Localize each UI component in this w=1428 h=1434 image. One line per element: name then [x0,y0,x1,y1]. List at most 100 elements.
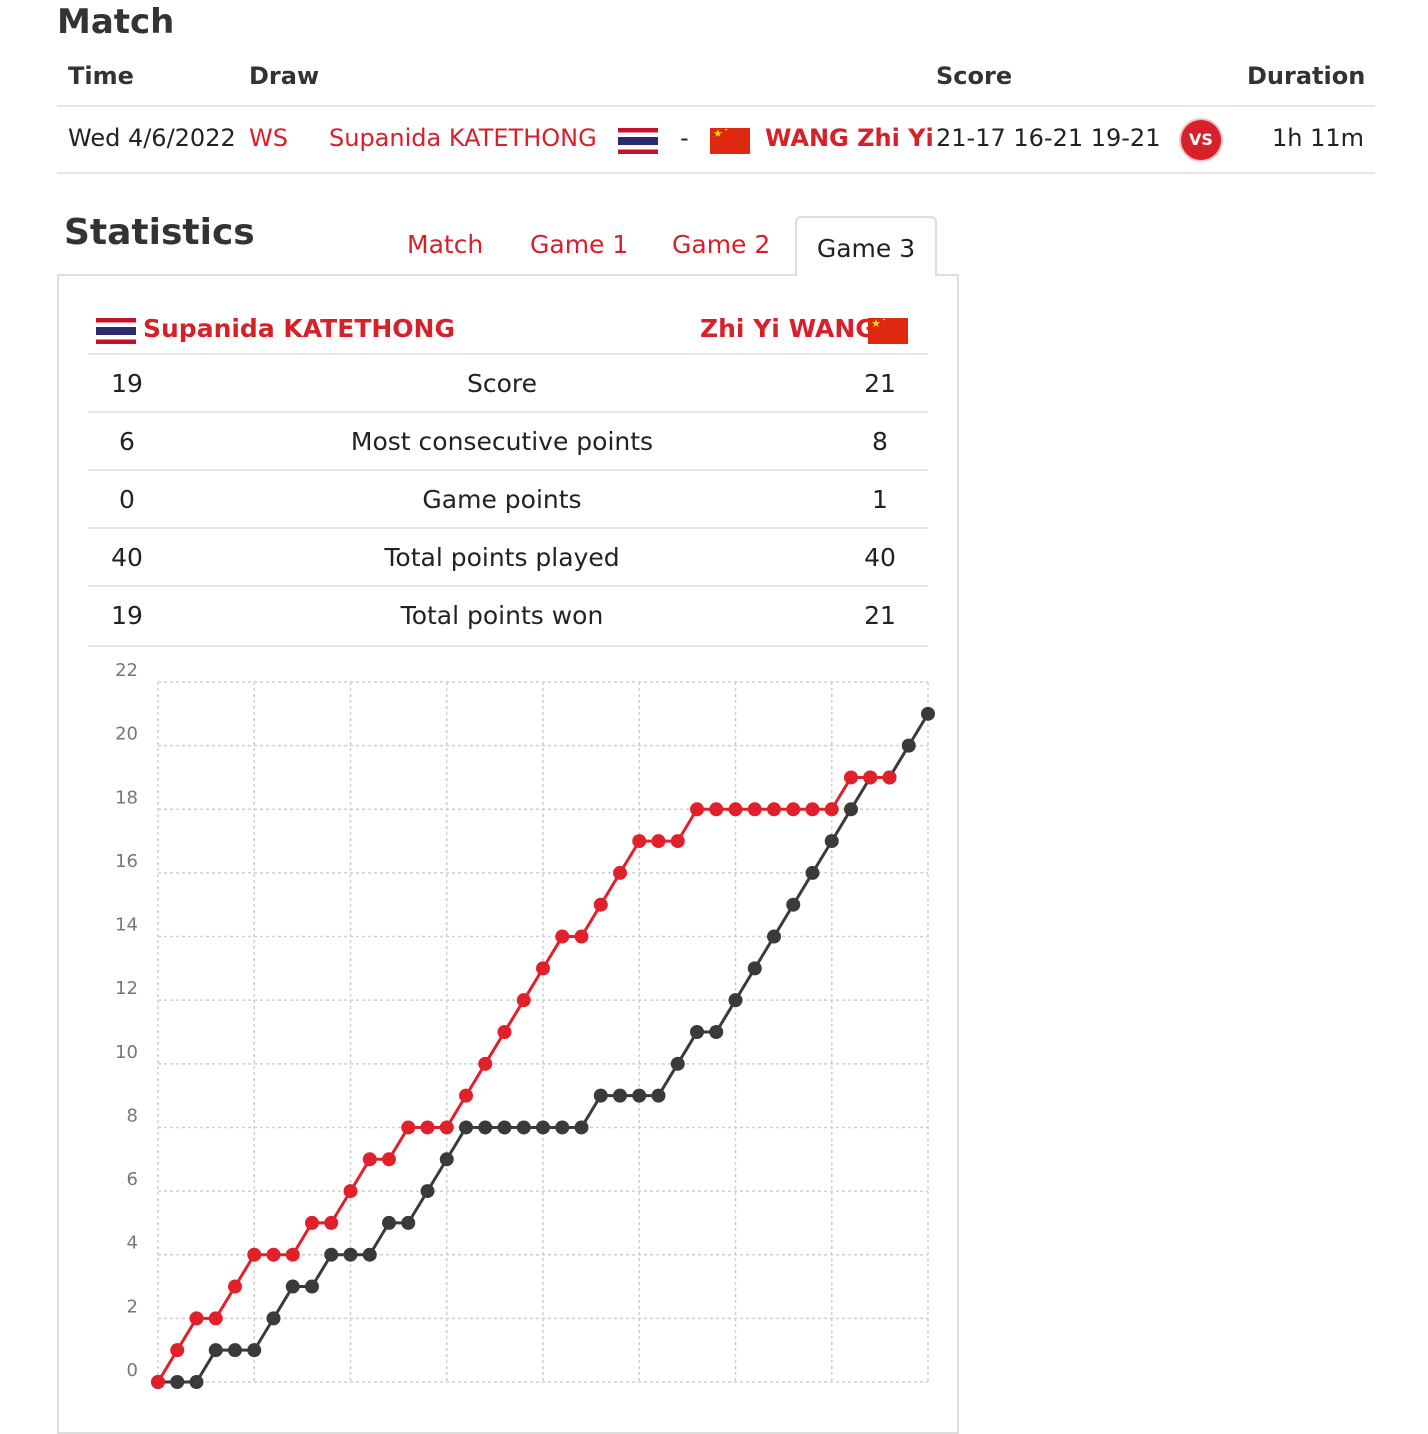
match-draw-link[interactable]: WS [249,124,288,152]
data-point-player1 [536,961,550,976]
stat-p1-value: 19 [111,601,143,630]
data-point-player1 [824,802,839,817]
data-point-player2 [805,865,820,880]
data-point-player2 [651,1088,666,1103]
stat-row-consecutive: 6 Most consecutive points 8 [88,411,928,471]
data-point-player2 [536,1120,550,1135]
data-point-player2 [285,1279,300,1294]
y-tick-label: 12 [115,978,138,999]
data-point-player2 [228,1343,242,1358]
data-point-player1 [786,802,801,817]
header-time: Time [68,62,134,90]
stat-row-points-won: 19 Total points won 21 [88,585,928,647]
data-point-player1 [651,834,666,849]
data-point-player2 [632,1088,647,1103]
data-point-player2 [459,1120,473,1135]
data-point-player2 [728,993,743,1008]
match-time: Wed 4/6/2022 [68,124,236,152]
header-duration: Duration [1247,62,1366,90]
data-point-player2 [497,1120,512,1135]
stat-p2-value: 40 [864,543,896,572]
stat-row-game-points: 0 Game points 1 [88,469,928,529]
data-point-player1 [555,929,570,944]
player1-link[interactable]: Supanida KATETHONG [329,124,597,152]
data-point-player2 [844,802,858,817]
data-point-player1 [362,1152,377,1167]
data-point-player2 [170,1375,185,1389]
data-point-player2 [747,961,762,976]
data-point-player1 [516,993,531,1008]
row-divider [57,172,1375,174]
data-point-player1 [670,834,685,849]
stats-player1-name[interactable]: Supanida KATETHONG [143,314,455,343]
data-point-player2 [382,1215,396,1230]
y-tick-label: 4 [127,1233,138,1254]
stat-p2-value: 1 [872,485,888,514]
data-point-player1 [709,802,724,817]
tab-game-1[interactable]: Game 1 [530,230,629,259]
data-point-player2 [478,1120,493,1135]
data-point-player2 [555,1120,570,1135]
match-score: 21-17 16-21 19-21 [936,124,1161,152]
data-point-player2 [439,1152,454,1167]
data-point-player1 [632,834,647,849]
data-point-player1 [690,802,704,817]
stat-p1-value: 6 [119,427,135,456]
stat-p1-value: 19 [111,369,143,398]
data-point-player2 [574,1120,589,1135]
data-point-player2 [670,1056,685,1071]
data-point-player1 [882,770,897,785]
data-point-player1 [382,1152,396,1167]
data-point-player2 [324,1247,339,1262]
y-tick-label: 8 [127,1105,138,1126]
header-draw: Draw [249,62,320,90]
tab-game-3[interactable]: Game 3 [795,216,937,276]
data-point-player1 [439,1120,454,1135]
china-flag-icon [868,316,908,344]
data-point-player2 [420,1184,435,1199]
thailand-flag-icon [96,318,136,344]
data-point-player2 [593,1088,608,1103]
data-point-player1 [420,1120,435,1135]
y-tick-label: 10 [115,1042,138,1063]
data-point-player1 [844,770,858,785]
y-tick-label: 2 [127,1296,138,1317]
data-point-player2 [208,1343,223,1358]
stat-label: Most consecutive points [350,427,654,456]
stat-label: Score [466,369,538,398]
y-tick-label: 22 [115,660,138,681]
data-point-player1 [170,1343,185,1358]
data-point-player1 [208,1311,223,1326]
vs-head-to-head-icon[interactable]: VS [1181,120,1221,160]
tab-match[interactable]: Match [407,230,484,259]
y-tick-label: 0 [127,1360,138,1381]
data-point-player1 [285,1247,300,1262]
data-point-player1 [863,770,878,785]
data-point-player1 [767,802,781,817]
y-tick-label: 18 [115,787,138,808]
stat-p1-value: 0 [119,485,135,514]
data-point-player1 [459,1088,473,1103]
header-score: Score [936,62,1013,90]
stat-label: Game points [422,485,582,514]
data-point-player2 [709,1025,724,1039]
data-point-player1 [593,897,608,912]
data-point-player2 [343,1247,358,1262]
stats-player2-name[interactable]: Zhi Yi WANG [700,314,876,343]
data-point-player1 [189,1311,204,1326]
player2-link[interactable]: WANG Zhi Yi [765,124,934,152]
data-point-player1 [401,1120,416,1135]
stat-p2-value: 21 [864,369,896,398]
match-separator: - [680,124,689,152]
data-point-player1 [305,1215,319,1230]
stat-p2-value: 8 [872,427,888,456]
data-point-player1 [574,929,589,944]
tab-game-2[interactable]: Game 2 [672,230,771,259]
data-point-player2 [362,1247,377,1262]
data-point-player1 [805,802,820,817]
match-title: Match [57,2,175,42]
data-point-player2 [516,1120,531,1135]
data-point-player1 [228,1279,242,1294]
data-point-player2 [824,834,839,849]
